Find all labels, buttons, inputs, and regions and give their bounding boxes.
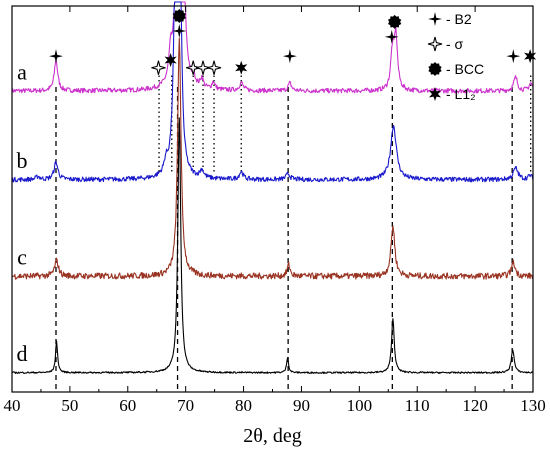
legend-label: - BCC <box>446 61 484 77</box>
series-layer: a b c d <box>11 1 534 374</box>
x-tick-label: 100 <box>347 396 373 415</box>
guide-lines-layer <box>55 75 532 392</box>
legend-symbol <box>427 36 443 52</box>
legend-symbol <box>428 62 442 76</box>
x-tick-label: 110 <box>405 396 430 415</box>
legend-symbol <box>428 12 442 26</box>
x-axis-title: 2θ, deg <box>243 425 301 447</box>
series-line-a <box>11 1 534 94</box>
b2-marker-icon <box>384 29 399 44</box>
series-label-a: a <box>17 59 27 84</box>
peak-marker <box>186 60 201 75</box>
peak-marker <box>235 60 248 75</box>
x-tick-label: 50 <box>61 396 78 415</box>
legend-label: - L1₂ <box>446 86 476 102</box>
x-tick-label: 70 <box>177 396 194 415</box>
series-line-c <box>11 37 534 280</box>
l12-marker-icon <box>428 87 442 101</box>
x-tick-label: 60 <box>119 396 136 415</box>
peak-marker <box>151 60 166 75</box>
legend-label: - σ <box>446 36 464 52</box>
x-tick-label: 90 <box>293 396 310 415</box>
sigma-marker-icon <box>206 60 222 75</box>
x-tick-label: 80 <box>235 396 252 415</box>
sigma-marker-icon <box>427 36 443 52</box>
legend-symbol <box>428 87 442 101</box>
peak-marker <box>172 24 187 38</box>
b2-marker-icon <box>172 24 187 38</box>
peak-marker <box>506 49 521 64</box>
series-label-b: b <box>17 148 28 173</box>
b2-marker-icon <box>428 12 442 26</box>
series-label-c: c <box>17 245 27 270</box>
b2-marker-icon <box>48 49 63 64</box>
sigma-marker-icon <box>151 60 166 75</box>
legend-label: - B2 <box>446 11 472 27</box>
peak-marker <box>195 60 211 75</box>
series-label-d: d <box>17 341 28 366</box>
x-axis: 40 50 60 70 80 90 100 110 120 130 <box>4 6 546 415</box>
b2-marker-icon <box>282 49 297 64</box>
legend: - B2 - σ - BCC - L1₂ <box>427 11 484 102</box>
bcc-marker-icon <box>387 14 402 29</box>
peak-marker <box>164 53 177 68</box>
peak-marker <box>206 60 222 75</box>
l12-marker-icon <box>235 60 248 75</box>
peak-marker <box>48 49 63 64</box>
x-tick-label: 40 <box>4 396 21 415</box>
bcc-marker-icon <box>172 9 186 23</box>
peak-marker <box>282 49 297 64</box>
x-tick-label: 120 <box>462 396 488 415</box>
peak-marker <box>524 49 537 64</box>
x-tick-label: 130 <box>520 396 546 415</box>
peak-marker <box>384 29 399 44</box>
sigma-marker-icon <box>195 60 211 75</box>
sigma-marker-icon <box>186 60 201 75</box>
peak-marker <box>172 9 186 23</box>
peak-markers-layer <box>48 9 537 75</box>
b2-marker-icon <box>506 49 521 64</box>
bcc-marker-icon <box>428 62 442 76</box>
series-line-b <box>11 1 534 183</box>
l12-marker-icon <box>164 53 177 68</box>
peak-marker <box>387 14 402 29</box>
l12-marker-icon <box>524 49 537 64</box>
series-line-d <box>11 117 534 374</box>
